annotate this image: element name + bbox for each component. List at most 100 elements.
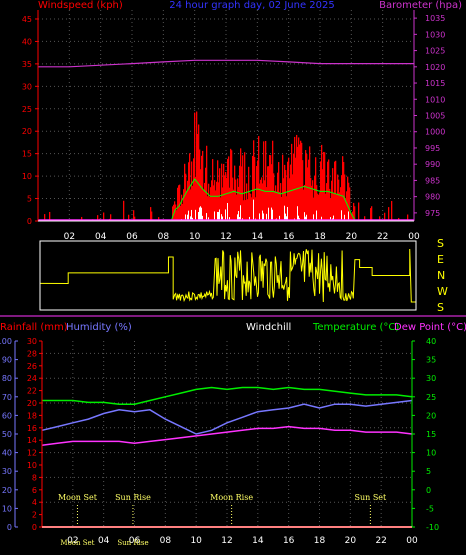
windspeed-bar [44, 214, 46, 221]
windspeed-bar [195, 176, 197, 221]
rainfall-tick-label: 14 [27, 436, 37, 445]
windspeed-bar [182, 204, 184, 221]
dewpoint-line [41, 425, 413, 446]
windspeed-bar [198, 124, 200, 221]
windspeed-bar [251, 197, 253, 221]
barometer-tick-label: 1015 [425, 79, 445, 88]
wind-direction-mark [199, 207, 200, 221]
windspeed-bar [348, 182, 350, 221]
windspeed-bar [332, 168, 334, 221]
windspeed-bar [260, 179, 262, 221]
windspeed-bar [305, 150, 307, 221]
windspeed-bar [337, 174, 339, 221]
windspeed-bar [187, 180, 189, 221]
windspeed-bar [285, 170, 287, 221]
windspeed-bar [172, 206, 174, 221]
labels-layer: 02 04 06 08 10 12 14 16 18 20 22 000510152025303540… [0, 14, 448, 547]
windspeed-bar [245, 200, 247, 221]
windspeed-bar [364, 216, 366, 221]
wind-direction-mark [185, 214, 186, 221]
rainfall-tick-label: 22 [27, 387, 37, 396]
bottom-x-tick-label: 12 [221, 536, 232, 546]
windspeed-bar [134, 216, 136, 221]
windspeed-bar [319, 192, 321, 221]
bottom-x-tick-label: 18 [314, 536, 326, 546]
humidity-tick-label: 90 [2, 356, 12, 365]
windspeed-bar [384, 212, 386, 221]
bottom-x-tick-label: 22 [375, 536, 386, 546]
barometer-tick-label: 995 [425, 144, 440, 153]
windspeed-bar [340, 187, 342, 221]
windspeed-bar [322, 169, 324, 221]
wind-direction-mark [190, 216, 191, 221]
wind-direction-mark [214, 211, 215, 221]
windspeed-bar [289, 178, 291, 221]
windspeed-bar [151, 211, 153, 221]
windspeed-bar [293, 153, 295, 221]
windspeed-tick-label: 15 [22, 150, 32, 159]
windspeed-bar [265, 140, 267, 221]
wind-direction-mark [253, 199, 254, 221]
windspeed-bar [224, 175, 226, 221]
windspeed-bar [97, 215, 99, 221]
windspeed-bar [259, 183, 261, 221]
windspeed-bar [257, 160, 259, 221]
wind-direction-mark [219, 209, 220, 221]
event-label: Sun Rise [115, 493, 151, 502]
rainfall-tick-label: 26 [27, 362, 37, 371]
top-x-tick-label: 16 [283, 232, 295, 242]
windspeed-bar [277, 172, 279, 221]
windspeed-bar [314, 175, 316, 221]
top-x-tick-label: 06 [126, 232, 138, 242]
wind-direction-mark [227, 203, 228, 221]
windspeed-bar [196, 111, 198, 221]
bottom-x-tick-label: 00 [406, 536, 418, 546]
windspeed-bar [276, 191, 278, 221]
temperature-line [42, 386, 413, 405]
compass-label-s: S [437, 301, 444, 314]
bottom-x-tick-label: 10 [190, 536, 202, 546]
windspeed-bar [346, 191, 348, 221]
windspeed-bar [227, 158, 229, 221]
windspeed-bar [209, 196, 211, 221]
windspeed-bar [258, 136, 260, 221]
windspeed-bar [335, 160, 337, 221]
wind-direction-mark [259, 213, 260, 221]
bottom-x-tick-label: 16 [283, 536, 295, 546]
windspeed-bar [229, 187, 231, 221]
barometer-tick-label: 1005 [425, 112, 445, 121]
windspeed-bar [342, 156, 344, 221]
windspeed-bar [236, 194, 238, 221]
wind-direction-mark [304, 212, 305, 221]
temperature-tick-label: 5 [426, 467, 431, 476]
bottom-x-tick-label: 08 [160, 536, 172, 546]
wind-direction-mark [222, 216, 223, 221]
windspeed-tick-label: 30 [22, 82, 32, 91]
windspeed-bar [81, 216, 83, 221]
windspeed-bar [279, 191, 281, 221]
windspeed-bar [178, 185, 180, 221]
windspeed-bar [343, 162, 345, 221]
wind-direction-mark [217, 211, 218, 221]
wind-direction-mark [221, 214, 222, 221]
windspeed-bar [240, 148, 242, 221]
temperature-tick-label: 25 [426, 393, 436, 402]
windspeed-bar [133, 210, 135, 221]
top-x-tick-label: 12 [220, 232, 231, 242]
windspeed-bar [210, 187, 212, 221]
windspeed-bar [261, 177, 263, 221]
wind-direction-mark [200, 206, 201, 221]
windspeed-bar [231, 150, 233, 221]
windspeed-bar [269, 154, 271, 221]
windspeed-bar [213, 185, 215, 221]
windspeed-bar [309, 146, 311, 221]
windspeed-bar [274, 190, 276, 221]
wind-direction-mark [208, 217, 209, 221]
windspeed-bar [226, 177, 228, 221]
wind-direction-mark [330, 217, 331, 221]
windspeed-bar [358, 202, 360, 221]
windspeed-tick-label: 20 [22, 127, 32, 136]
wind-direction-mark [249, 216, 250, 221]
windspeed-bar [350, 213, 352, 221]
wind-direction-mark [287, 206, 288, 221]
